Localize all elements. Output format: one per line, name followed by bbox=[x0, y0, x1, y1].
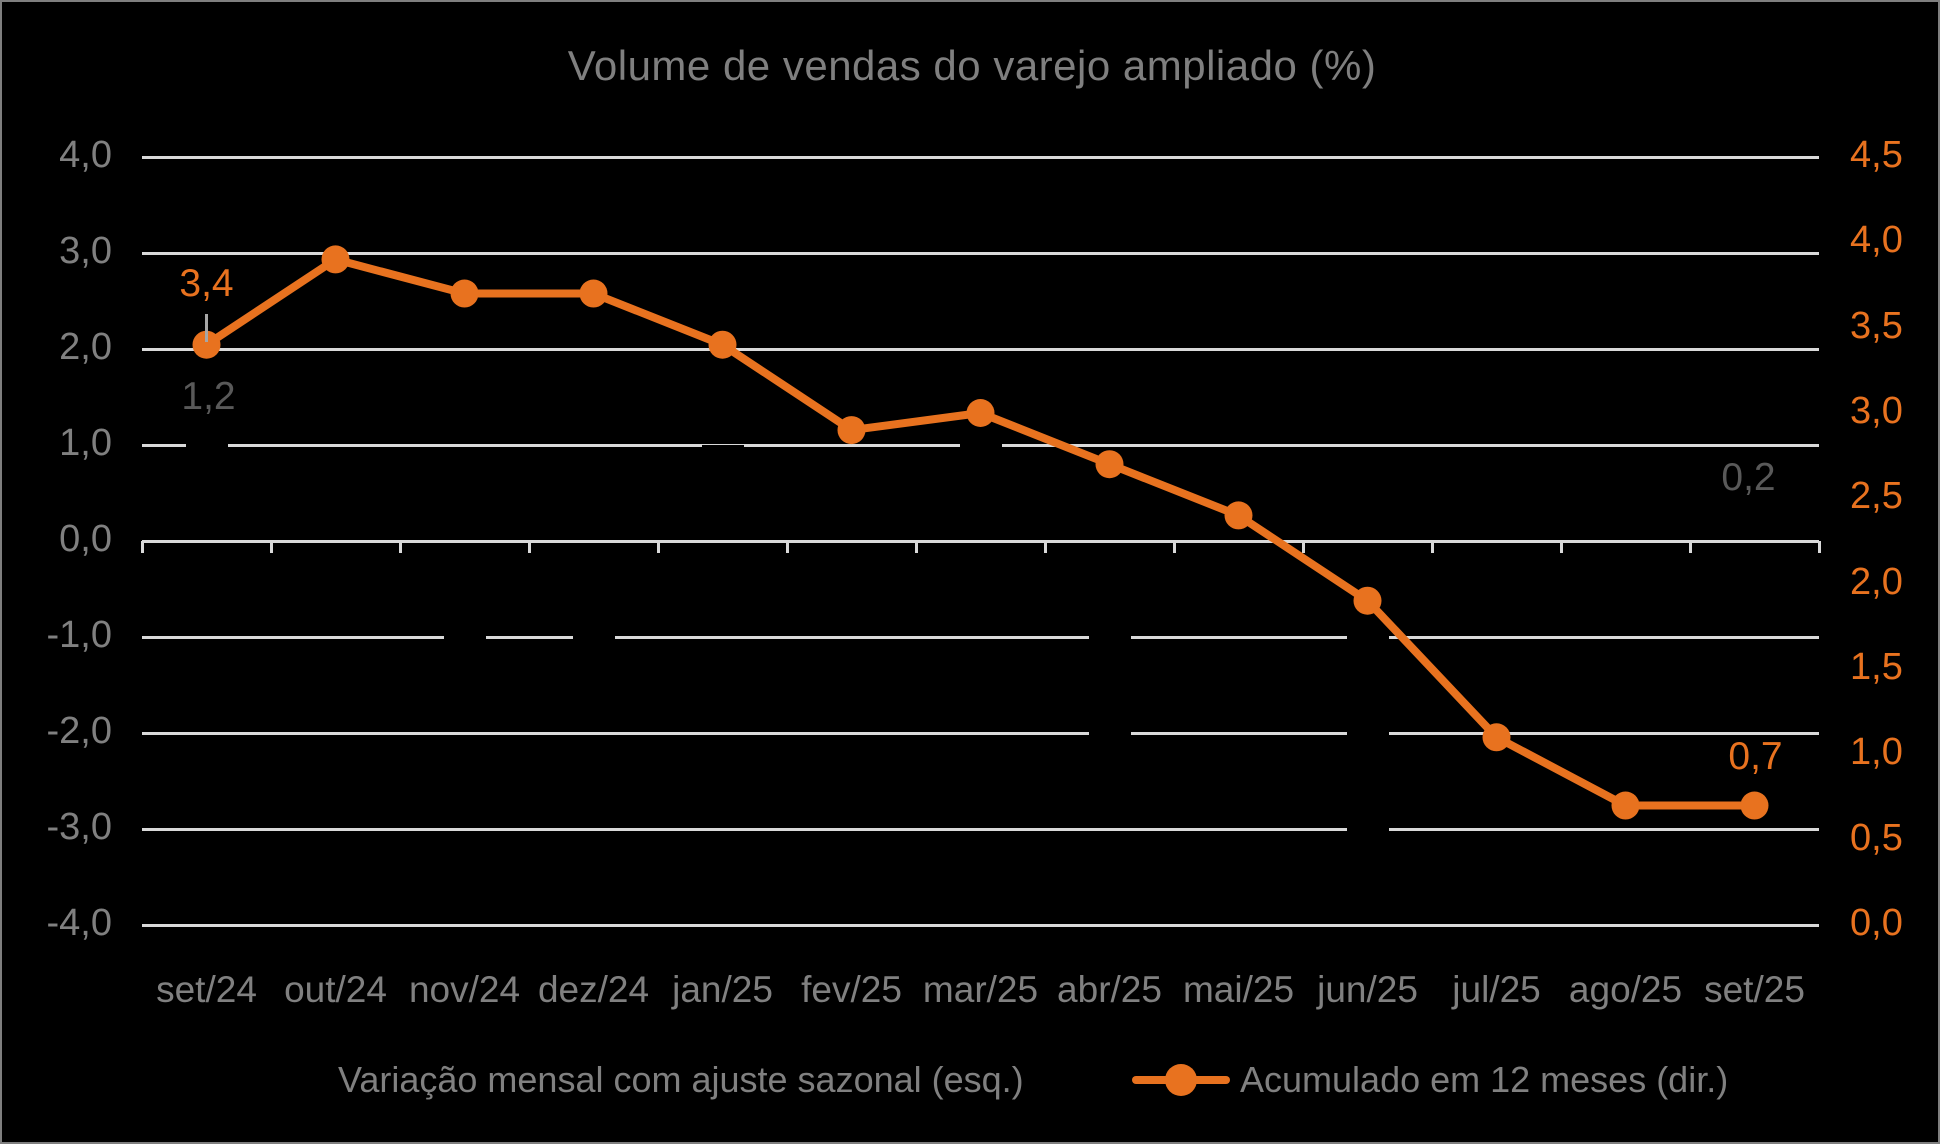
right-axis-label: 4,5 bbox=[1850, 133, 1903, 176]
x-axis-tick bbox=[398, 541, 402, 553]
left-axis-label: -3,0 bbox=[46, 805, 112, 848]
left-axis-label: -4,0 bbox=[46, 901, 112, 944]
line-marker-ago/25 bbox=[1611, 791, 1640, 820]
x-axis-label: set/25 bbox=[1704, 969, 1805, 1010]
bar-out/24 bbox=[314, 493, 357, 541]
left-axis-label: -2,0 bbox=[46, 709, 112, 752]
x-axis-tick bbox=[1430, 541, 1434, 553]
x-axis-tick bbox=[1301, 541, 1305, 553]
right-axis-label: 3,0 bbox=[1850, 389, 1903, 432]
line-marker-jul/25 bbox=[1482, 723, 1511, 752]
bar-mar/25 bbox=[959, 435, 1002, 541]
x-axis-tick bbox=[1559, 541, 1563, 553]
bar-abr/25 bbox=[1088, 541, 1131, 743]
bar-dez/24 bbox=[572, 541, 615, 647]
right-axis-label: 1,0 bbox=[1850, 731, 1903, 774]
bar-ago/25 bbox=[1604, 541, 1647, 580]
line-marker-mar/25 bbox=[966, 399, 995, 427]
line-series-swatch bbox=[1132, 1063, 1230, 1097]
bar-set/24 bbox=[185, 425, 228, 541]
legend-item-monthly-variation: Variação mensal com ajuste sazonal (esq.… bbox=[298, 1050, 1024, 1110]
gridline bbox=[142, 155, 1819, 159]
x-axis-label: dez/24 bbox=[537, 969, 650, 1010]
right-axis-label: 3,5 bbox=[1850, 304, 1903, 347]
x-axis-line bbox=[142, 539, 1819, 543]
line-marker-mai/25 bbox=[1224, 501, 1253, 530]
gridline bbox=[142, 251, 1819, 255]
right-axis-label: 2,0 bbox=[1850, 560, 1903, 603]
x-axis-tick bbox=[914, 541, 918, 553]
right-axis-label: 0,0 bbox=[1850, 901, 1903, 944]
x-axis-tick bbox=[527, 541, 531, 553]
legend-label-accumulated: Acumulado em 12 meses (dir.) bbox=[1240, 1059, 1729, 1100]
legend-item-accumulated: Acumulado em 12 meses (dir.) bbox=[1132, 1050, 1728, 1110]
x-axis-label: jan/25 bbox=[672, 969, 773, 1010]
right-axis-label: 2,5 bbox=[1850, 475, 1903, 518]
label-leader-line bbox=[205, 313, 208, 342]
x-axis-tick bbox=[140, 541, 144, 553]
x-axis-label: mai/25 bbox=[1182, 969, 1295, 1010]
x-axis-label: set/24 bbox=[156, 969, 257, 1010]
left-axis-label: 0,0 bbox=[59, 517, 112, 560]
data-label-bar-last: 0,2 bbox=[1721, 455, 1776, 499]
line-marker-jan/25 bbox=[708, 330, 737, 359]
line-swatch-marker bbox=[1165, 1064, 1197, 1096]
bar-nov/24 bbox=[443, 541, 486, 657]
chart-title: Volume de vendas do varejo ampliado (%) bbox=[567, 42, 1377, 89]
line-marker-out/24 bbox=[321, 245, 350, 274]
bar-jan/25 bbox=[701, 445, 744, 541]
left-axis-label: 1,0 bbox=[59, 421, 112, 464]
left-axis-label: -1,0 bbox=[46, 613, 112, 656]
bar-series-swatch bbox=[298, 1071, 324, 1089]
line-marker-nov/24 bbox=[450, 279, 479, 308]
x-axis-label: fev/25 bbox=[801, 969, 902, 1010]
x-axis-tick bbox=[1172, 541, 1176, 553]
x-axis-label: jun/25 bbox=[1317, 969, 1418, 1010]
gridline bbox=[142, 731, 1819, 735]
line-marker-set/24 bbox=[192, 330, 221, 359]
data-label-line-first: 3,4 bbox=[179, 261, 234, 305]
line-marker-jun/25 bbox=[1353, 586, 1382, 615]
left-axis-label: 4,0 bbox=[59, 133, 112, 176]
right-axis-label: 4,0 bbox=[1850, 219, 1903, 262]
right-axis-label: 1,5 bbox=[1850, 645, 1903, 688]
bar-jul/25 bbox=[1475, 541, 1518, 618]
accumulated-line bbox=[204, 255, 1755, 810]
line-marker-dez/24 bbox=[579, 279, 608, 308]
gridline bbox=[142, 827, 1819, 831]
gridline bbox=[142, 347, 1819, 351]
gridline bbox=[142, 923, 1819, 927]
data-label-bar-first: 1,2 bbox=[181, 374, 236, 418]
x-axis-label: abr/25 bbox=[1057, 969, 1162, 1010]
x-axis-tick bbox=[656, 541, 660, 553]
x-axis-label: ago/25 bbox=[1568, 969, 1683, 1010]
x-axis-tick bbox=[785, 541, 789, 553]
x-axis-label: jul/25 bbox=[1452, 969, 1541, 1010]
x-axis-label: nov/24 bbox=[408, 969, 521, 1010]
data-label-line-last: 0,7 bbox=[1728, 734, 1783, 778]
x-axis-tick bbox=[1688, 541, 1692, 553]
x-axis-tick bbox=[1043, 541, 1047, 553]
left-axis-label: 3,0 bbox=[59, 229, 112, 272]
bar-fev/25 bbox=[830, 512, 873, 541]
x-axis-tick bbox=[269, 541, 273, 553]
bar-mai/25 bbox=[1217, 541, 1260, 589]
line-marker-fev/25 bbox=[837, 416, 866, 445]
legend-label-monthly-variation: Variação mensal com ajuste sazonal (esq.… bbox=[338, 1059, 1024, 1100]
bar-set/25 bbox=[1733, 521, 1776, 541]
legend: Variação mensal com ajuste sazonal (esq.… bbox=[2, 1050, 1938, 1110]
x-axis-label: mar/25 bbox=[922, 969, 1039, 1010]
left-axis-label: 2,0 bbox=[59, 325, 112, 368]
x-axis-tick bbox=[1817, 541, 1821, 553]
right-axis-label: 0,5 bbox=[1850, 816, 1903, 859]
gridline bbox=[142, 635, 1819, 639]
line-marker-abr/25 bbox=[1095, 450, 1124, 479]
x-axis-label: out/24 bbox=[284, 969, 387, 1010]
line-marker-set/25 bbox=[1740, 791, 1769, 820]
